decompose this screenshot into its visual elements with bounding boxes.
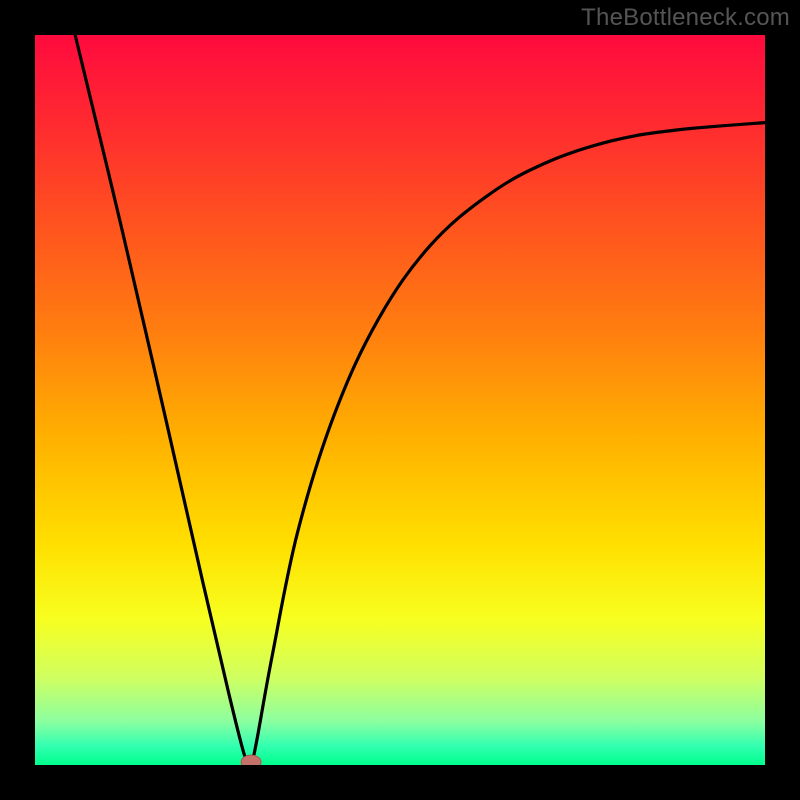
watermark-text: TheBottleneck.com [581, 4, 790, 32]
chart-frame: TheBottleneck.com [0, 0, 800, 800]
plot-svg [35, 35, 765, 765]
vertex-marker [241, 755, 261, 765]
plot-area [35, 35, 765, 765]
gradient-background [35, 35, 765, 765]
